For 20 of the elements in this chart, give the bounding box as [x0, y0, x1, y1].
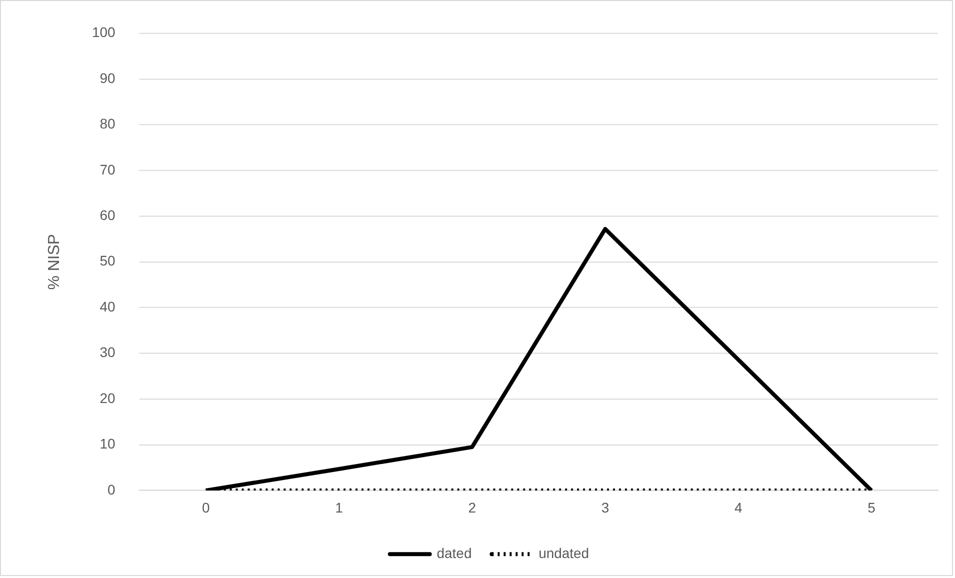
y-tick-label: 20: [100, 390, 116, 406]
x-tick-label: 3: [601, 500, 610, 516]
y-tick-label: 90: [100, 70, 116, 86]
x-tick-label: 1: [335, 500, 344, 516]
y-tick-label: 30: [100, 344, 116, 360]
y-tick-label: 40: [100, 298, 116, 314]
y-tick-label: 100: [92, 24, 116, 40]
y-tick-label: 80: [100, 116, 116, 132]
legend-label: dated: [436, 544, 472, 561]
y-tick-label: 0: [108, 481, 116, 498]
y-axis-title: % NISP: [46, 234, 63, 290]
y-tick-label: 50: [100, 252, 116, 269]
x-tick-label: 2: [468, 500, 476, 516]
x-tick-label: 4: [734, 500, 742, 516]
y-tick-label: 60: [100, 207, 116, 224]
legend-label: undated: [538, 544, 590, 561]
x-tick-label: 0: [202, 500, 210, 516]
y-tick-label: 70: [100, 161, 116, 178]
y-tick-label: 10: [100, 436, 116, 452]
x-tick-label: 5: [868, 500, 876, 516]
